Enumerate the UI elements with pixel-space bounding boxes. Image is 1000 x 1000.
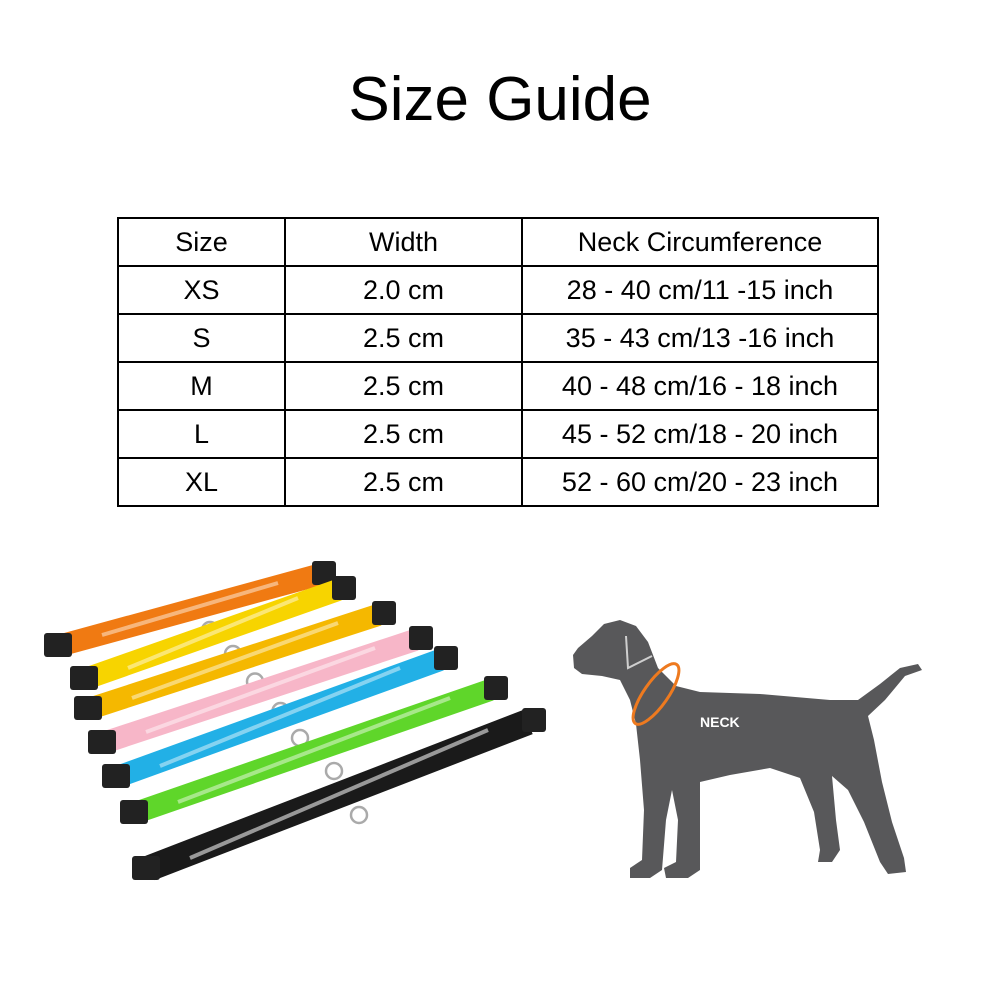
ear-outline <box>625 635 653 670</box>
cell-neck: 35 - 43 cm/13 -16 inch <box>521 313 879 363</box>
table-row: M 2.5 cm 40 - 48 cm/16 - 18 inch <box>117 361 879 411</box>
cell-width: 2.5 cm <box>284 409 523 459</box>
collar-light-strip <box>177 696 451 804</box>
cell-size: S <box>117 313 286 363</box>
page-title: Size Guide <box>348 65 652 134</box>
table-row: L 2.5 cm 45 - 52 cm/18 - 20 inch <box>117 409 879 459</box>
buckle-male <box>102 764 130 788</box>
buckle-female <box>434 646 458 670</box>
collar-band <box>84 579 342 689</box>
collar <box>120 676 508 824</box>
dog-silhouette-icon <box>573 620 922 878</box>
size-table: Size Width Neck Circumference XS 2.0 cm … <box>117 217 879 507</box>
buckle-male <box>132 856 160 880</box>
collar-light-strip <box>189 728 489 860</box>
cell-neck: 40 - 48 cm/16 - 18 inch <box>521 361 879 411</box>
neck-label: NECK <box>700 714 740 730</box>
buckle-female <box>484 676 508 700</box>
buckle-male <box>44 633 72 657</box>
table-header-row: Size Width Neck Circumference <box>117 217 879 267</box>
cell-size: L <box>117 409 286 459</box>
collar-band <box>102 629 419 753</box>
buckle-female <box>332 576 356 600</box>
cell-neck: 45 - 52 cm/18 - 20 inch <box>521 409 879 459</box>
buckle-male <box>74 696 102 720</box>
collar-light-strip <box>131 621 339 700</box>
collar-band <box>59 564 321 656</box>
header-size: Size <box>117 217 286 267</box>
cell-size: XS <box>117 265 286 315</box>
collar-light-strip <box>127 596 299 670</box>
collar-light-strip <box>101 581 279 637</box>
buckle-male <box>88 730 116 754</box>
cell-width: 2.5 cm <box>284 457 523 507</box>
collar <box>74 601 396 720</box>
buckle-female <box>372 601 396 625</box>
buckle-female <box>409 626 433 650</box>
cell-width: 2.5 cm <box>284 313 523 363</box>
collar <box>44 561 336 657</box>
cell-size: XL <box>117 457 286 507</box>
cell-width: 2.0 cm <box>284 265 523 315</box>
neck-ring <box>631 662 681 726</box>
header-width: Width <box>284 217 523 267</box>
cell-size: M <box>117 361 286 411</box>
buckle-male <box>70 666 98 690</box>
cell-neck: 28 - 40 cm/11 -15 inch <box>521 265 879 315</box>
d-ring <box>349 805 369 825</box>
table-row: S 2.5 cm 35 - 43 cm/13 -16 inch <box>117 313 879 363</box>
buckle-male <box>120 800 148 824</box>
header-neck: Neck Circumference <box>521 217 879 267</box>
buckle-female <box>312 561 336 585</box>
collar-light-strip <box>159 666 401 768</box>
buckle-female <box>522 708 546 732</box>
cell-width: 2.5 cm <box>284 361 523 411</box>
collar-band <box>116 649 444 787</box>
d-ring <box>324 761 344 781</box>
cell-neck: 52 - 60 cm/20 - 23 inch <box>521 457 879 507</box>
collar <box>132 708 546 881</box>
table-row: XS 2.0 cm 28 - 40 cm/11 -15 inch <box>117 265 879 315</box>
collar <box>88 626 433 754</box>
table-row: XL 2.5 cm 52 - 60 cm/20 - 23 inch <box>117 457 879 507</box>
collar <box>102 646 458 788</box>
collar-band <box>134 679 494 823</box>
collar-light-strip <box>145 646 376 734</box>
collar-band <box>88 604 382 719</box>
